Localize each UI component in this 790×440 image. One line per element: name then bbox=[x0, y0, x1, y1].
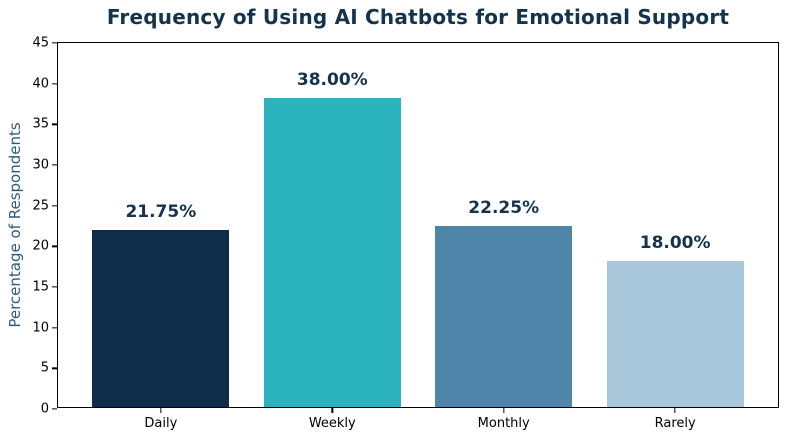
x-tick-label: Daily bbox=[144, 416, 178, 431]
x-tick-mark bbox=[503, 408, 505, 413]
bar-value-label: 38.00% bbox=[296, 69, 368, 90]
bar-weekly bbox=[263, 97, 401, 407]
y-tick-label: 25 bbox=[32, 198, 49, 214]
x-tick-label: Weekly bbox=[308, 416, 356, 431]
x-tick-mark bbox=[674, 408, 676, 413]
y-tick-mark bbox=[52, 408, 57, 410]
y-tick-label: 30 bbox=[32, 157, 49, 173]
y-axis-ticks: 0 5 10 15 20 25 30 35 40 45 bbox=[32, 36, 778, 417]
y-tick-mark bbox=[52, 123, 57, 125]
x-tick-mark bbox=[160, 408, 162, 413]
y-tick-label: 35 bbox=[32, 116, 49, 132]
y-tick-mark bbox=[52, 164, 57, 166]
y-tick-label: 20 bbox=[32, 238, 49, 254]
y-tick-label: 15 bbox=[32, 279, 49, 295]
chart-title: Frequency of Using AI Chatbots for Emoti… bbox=[106, 5, 730, 29]
y-tick-label: 10 bbox=[32, 320, 49, 336]
plot-area: 0 5 10 15 20 25 30 35 40 45 21.75% 38.00% 22.25% 18.… bbox=[32, 36, 779, 431]
y-tick-label: 40 bbox=[32, 76, 49, 92]
y-tick-mark bbox=[52, 83, 57, 85]
y-tick-mark bbox=[52, 327, 57, 329]
y-tick-mark bbox=[52, 367, 57, 369]
bar-monthly bbox=[435, 226, 573, 407]
x-tick-label: Monthly bbox=[477, 416, 530, 431]
bars-container: 21.75% 38.00% 22.25% 18.00% bbox=[58, 43, 778, 407]
y-tick-label: 45 bbox=[32, 35, 49, 51]
y-tick-label: 5 bbox=[40, 360, 49, 376]
x-tick-label: Rarely bbox=[654, 416, 696, 431]
bar-value-label: 18.00% bbox=[639, 232, 711, 253]
y-tick-mark bbox=[52, 245, 57, 247]
bar-rarely bbox=[606, 260, 744, 407]
x-axis-ticks: Daily Weekly Monthly Rarely bbox=[58, 43, 778, 431]
y-axis-label: Percentage of Respondents bbox=[6, 122, 24, 328]
y-tick-label: 0 bbox=[40, 401, 49, 417]
y-tick-mark bbox=[52, 205, 57, 207]
y-tick-mark bbox=[52, 42, 57, 44]
bar-value-label: 21.75% bbox=[125, 202, 197, 223]
bar-value-label: 22.25% bbox=[468, 198, 540, 219]
y-tick-mark bbox=[52, 286, 57, 288]
x-tick-mark bbox=[331, 408, 333, 413]
bar-daily bbox=[92, 230, 230, 407]
